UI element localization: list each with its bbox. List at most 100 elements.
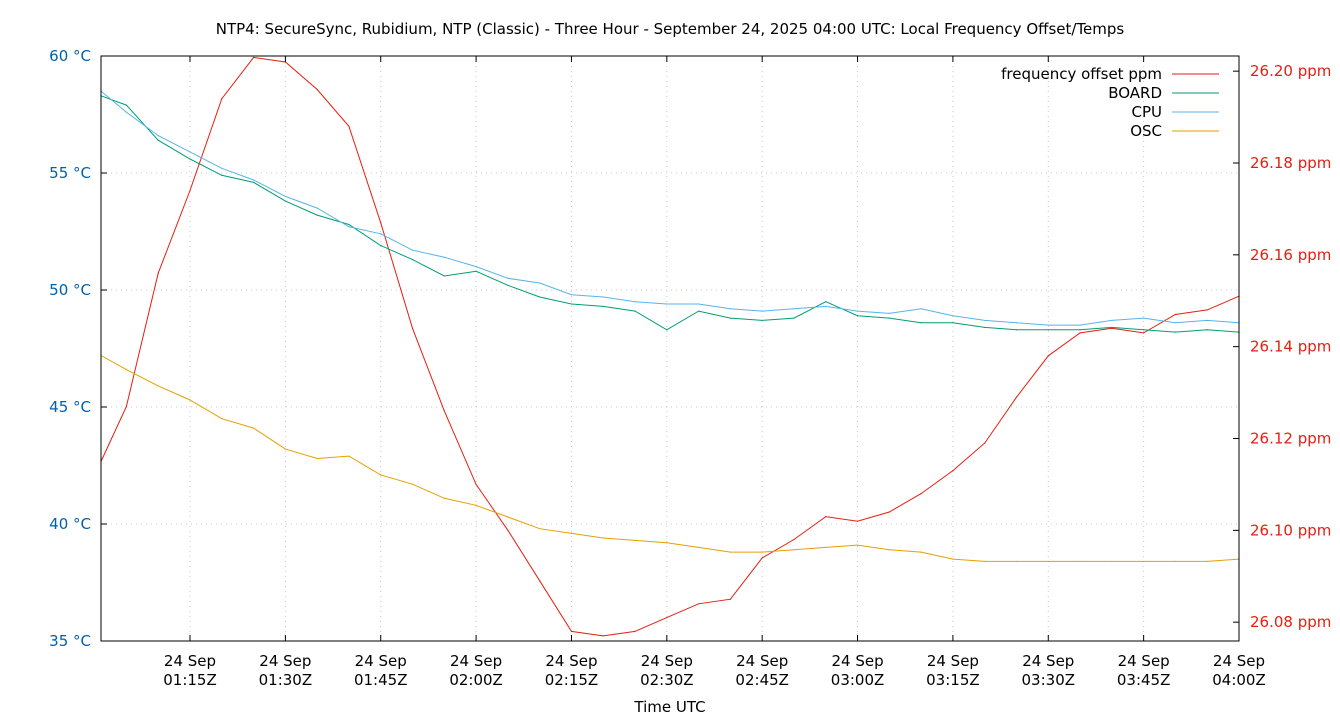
data-point xyxy=(507,277,509,279)
data-point xyxy=(761,310,763,312)
data-point xyxy=(698,303,700,305)
data-point xyxy=(856,520,859,522)
data-point xyxy=(1206,309,1208,311)
data-point xyxy=(539,282,541,284)
data-point xyxy=(952,322,954,324)
series-line-frequency-offset-ppm xyxy=(100,56,1240,637)
x-tick-label-time: 03:30Z xyxy=(1022,671,1076,689)
y-left-tick-label: 55 °C xyxy=(49,164,91,182)
data-point xyxy=(316,88,318,91)
x-tick-label-date: 24 Sep xyxy=(736,652,788,670)
chart-title: NTP4: SecureSync, Rubidium, NTP (Classic… xyxy=(216,20,1125,38)
data-point xyxy=(189,399,191,401)
data-point xyxy=(825,515,827,518)
data-point xyxy=(1047,329,1049,331)
data-point xyxy=(666,542,668,544)
data-point xyxy=(1015,322,1018,324)
data-point xyxy=(380,474,382,476)
plot-frame xyxy=(100,55,1240,642)
data-point xyxy=(539,296,541,298)
data-point xyxy=(952,315,954,317)
data-point xyxy=(443,275,445,277)
x-axis-label: Time UTC xyxy=(633,698,705,716)
x-tick-label-time: 02:15Z xyxy=(545,671,599,689)
data-point xyxy=(475,266,477,268)
data-point xyxy=(475,270,477,272)
data-point xyxy=(793,549,795,551)
y-right-tick-label: 26.12 ppm xyxy=(1250,430,1331,448)
data-point xyxy=(507,516,509,518)
data-point xyxy=(920,493,922,495)
x-tick-label-date: 24 Sep xyxy=(450,652,502,670)
data-point xyxy=(920,308,922,310)
data-point xyxy=(1174,322,1177,324)
data-point xyxy=(1206,560,1208,563)
x-tick-label-time: 01:45Z xyxy=(354,671,408,689)
data-point xyxy=(761,551,763,553)
x-tick-label-time: 02:00Z xyxy=(449,671,503,689)
data-point xyxy=(284,448,286,450)
x-tick-label-time: 03:00Z xyxy=(831,671,885,689)
data-point xyxy=(729,317,731,319)
data-point xyxy=(507,529,509,531)
data-point xyxy=(1015,329,1018,331)
data-point xyxy=(793,308,795,310)
legend-label: CPU xyxy=(1132,103,1163,121)
data-point xyxy=(125,111,128,113)
data-point xyxy=(411,327,414,329)
data-point xyxy=(348,455,350,457)
data-point xyxy=(411,483,414,485)
data-point xyxy=(984,319,986,322)
x-tick-label-time: 01:15Z xyxy=(163,671,217,689)
data-point xyxy=(125,368,128,371)
data-point xyxy=(411,258,414,261)
data-point xyxy=(729,308,731,310)
data-point xyxy=(443,410,445,412)
grid xyxy=(101,56,1239,641)
data-point xyxy=(348,226,350,228)
data-point xyxy=(1111,326,1113,329)
data-point xyxy=(125,405,128,407)
data-point xyxy=(570,303,573,305)
data-point xyxy=(698,546,700,549)
data-point xyxy=(189,151,191,153)
data-point xyxy=(602,305,604,307)
data-point xyxy=(475,504,477,506)
x-tick-label-date: 24 Sep xyxy=(1022,652,1074,670)
data-point xyxy=(666,303,668,305)
x-tick-label-time: 04:00Z xyxy=(1212,671,1266,689)
data-point xyxy=(1206,329,1208,331)
data-point xyxy=(1174,560,1177,563)
data-point xyxy=(856,315,859,317)
data-point xyxy=(666,329,668,331)
data-point xyxy=(634,630,636,632)
data-point xyxy=(157,385,159,387)
data-point xyxy=(221,98,223,100)
data-point xyxy=(539,580,541,582)
legend-label: OSC xyxy=(1130,122,1162,140)
data-point xyxy=(316,207,318,209)
data-point xyxy=(1174,331,1177,333)
data-point xyxy=(125,104,128,106)
data-point xyxy=(825,546,827,549)
data-point xyxy=(570,294,573,296)
x-tick-label-time: 03:45Z xyxy=(1117,671,1171,689)
x-tick-label-time: 03:15Z xyxy=(926,671,980,689)
data-point xyxy=(1047,355,1049,357)
data-point xyxy=(984,326,986,329)
data-point xyxy=(698,603,700,605)
data-point xyxy=(634,301,636,303)
y-left-tick-label: 50 °C xyxy=(49,281,91,299)
data-point xyxy=(1047,560,1049,563)
data-point xyxy=(666,616,668,619)
y-right-tick-label: 26.08 ppm xyxy=(1250,613,1331,631)
data-point xyxy=(984,560,986,563)
data-point xyxy=(570,532,573,534)
data-point xyxy=(284,200,286,202)
y-left-tick-label: 35 °C xyxy=(49,632,91,650)
data-point xyxy=(856,544,859,546)
data-point xyxy=(888,317,890,319)
y-right-tick-label: 26.10 ppm xyxy=(1250,521,1331,539)
